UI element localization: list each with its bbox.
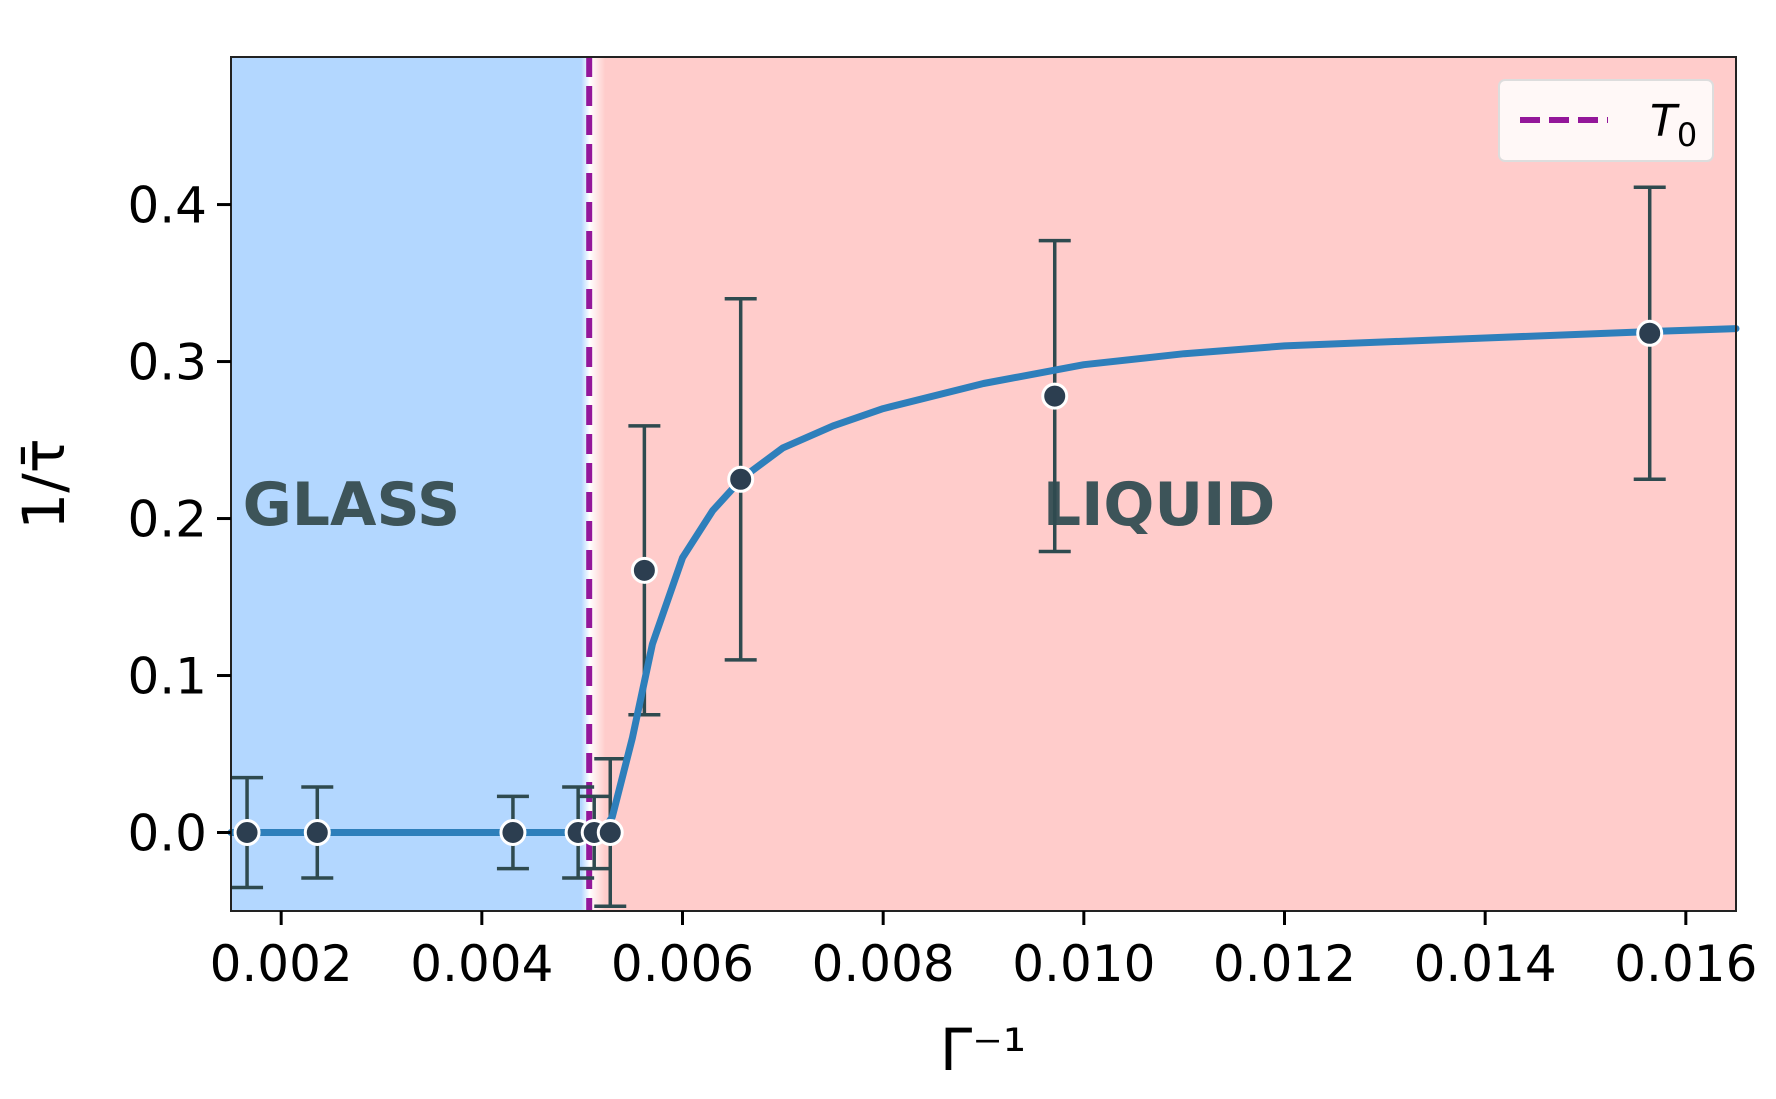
x-tick-label: 0.006 (611, 935, 754, 993)
region-glass (231, 57, 590, 911)
ticks: 0.002 0.004 0.006 0.008 0.010 0.012 0.014 0.016… (127, 177, 1757, 993)
regions: GLASS LIQUID (231, 57, 1737, 911)
y-tick-label: 0.1 (127, 648, 207, 706)
region-label-liquid: LIQUID (1043, 470, 1275, 540)
x-tick-label: 0.010 (1012, 935, 1155, 993)
region-label-glass: GLASS (243, 470, 461, 540)
data-point (630, 556, 658, 584)
marks (227, 57, 1740, 911)
data-point (233, 819, 261, 847)
y-tick-label: 0.4 (127, 177, 207, 235)
y-axis-label: 1/τ̄ (10, 438, 78, 529)
region-liquid (589, 57, 1737, 911)
x-tick-label: 0.008 (812, 935, 955, 993)
data-point (1041, 382, 1069, 410)
x-tick-label: 0.014 (1414, 935, 1557, 993)
data-point (596, 819, 624, 847)
data-point (1636, 319, 1664, 347)
legend: T0 (1498, 79, 1714, 162)
x-tick-label: 0.012 (1213, 935, 1356, 993)
y-tick-label: 0.2 (127, 491, 207, 549)
x-axis-label: Γ⁻¹ (940, 1016, 1026, 1084)
fit-curve (227, 325, 1740, 836)
data-point (303, 819, 331, 847)
y-tick-label: 0.3 (127, 334, 207, 392)
plot-frame (230, 56, 1737, 912)
data-point (727, 465, 755, 493)
x-tick-label: 0.016 (1614, 935, 1757, 993)
region-transition (581, 57, 606, 911)
y-tick-label: 0.0 (127, 805, 207, 863)
data-point (499, 819, 527, 847)
legend-label-t0: T0 (1650, 96, 1697, 154)
x-tick-label: 0.004 (410, 935, 553, 993)
x-tick-label: 0.002 (210, 935, 353, 993)
legend-box (1498, 79, 1714, 162)
